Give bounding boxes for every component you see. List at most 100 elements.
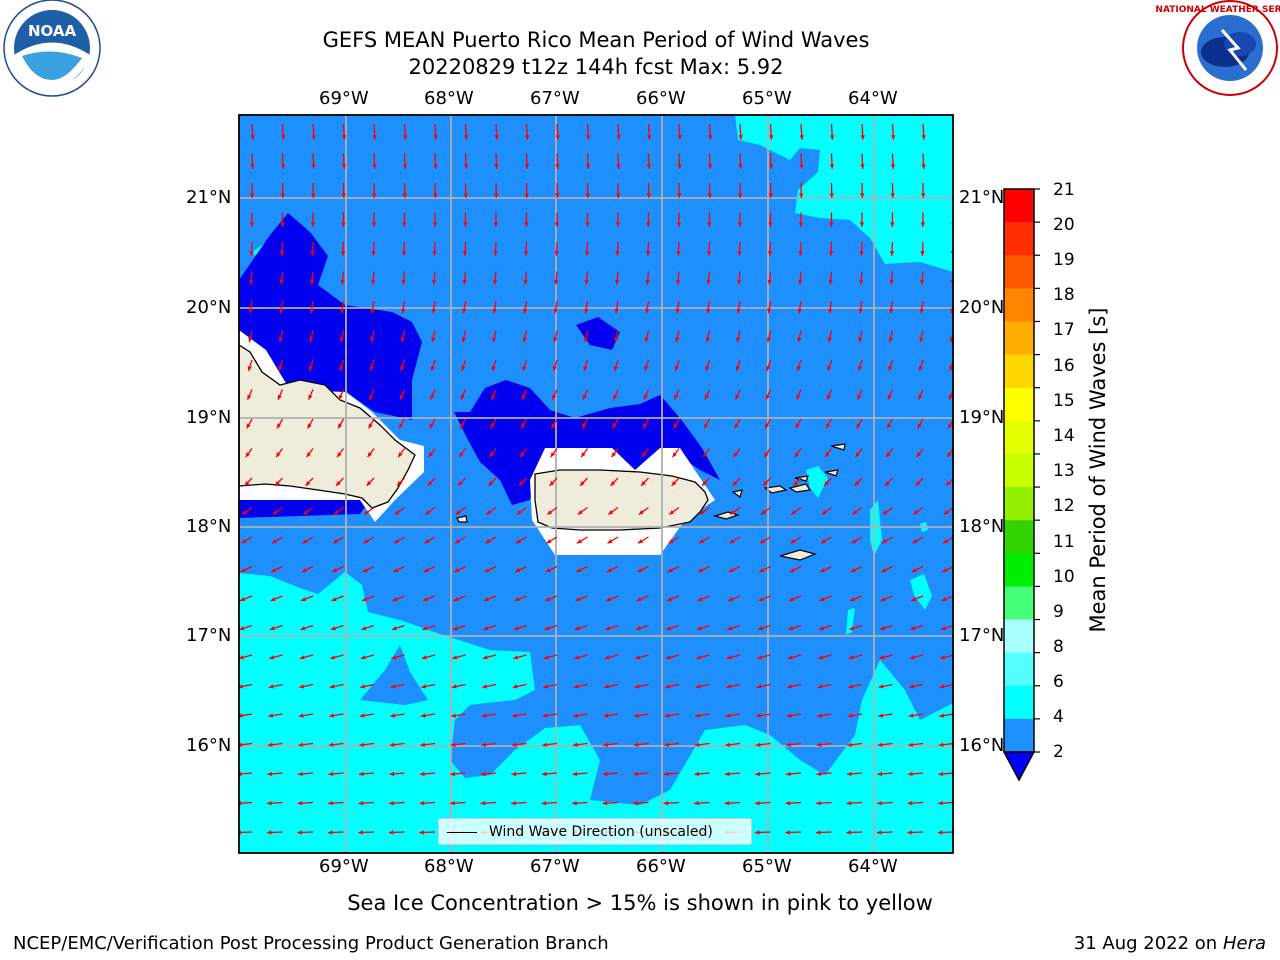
wind-arrowhead [480,771,486,777]
wind-arrowhead [605,626,611,631]
colorbar-segment [1004,553,1034,587]
wind-arrowhead [493,251,498,256]
wind-arrowhead [694,742,700,747]
map-frame [238,114,954,854]
wind-arrowhead [303,510,309,515]
wind-arrowhead [887,394,892,400]
wind-arrowhead [513,626,519,631]
wind-arrowhead [726,684,732,689]
wind-arrowhead [522,366,527,371]
wind-arrowhead [341,193,346,198]
wind-arrowhead [879,655,885,660]
nws-logo: NATIONAL WEATHER SERVICE [1155,0,1280,96]
colorbar-frame [1003,188,1035,753]
wind-arrowhead [673,423,678,429]
colorbar-tick: 17 [1053,320,1075,340]
wind-arrowhead [769,135,774,140]
wind-arrowhead [393,568,399,573]
wind-arrowhead [818,626,824,631]
wind-arrowhead [360,684,366,689]
ocean-lt2s-central [454,380,720,505]
wind-arrowhead [919,308,924,314]
wind-arrowhead [433,193,438,198]
wind-arrowhead [939,713,945,718]
wind-arrowhead [270,597,276,602]
wind-arrowhead [796,394,801,400]
wind-arrowhead [702,481,707,486]
lat-label-right: 16°N [959,735,1005,756]
wind-arrowhead [452,626,458,631]
wind-arrowhead [821,510,827,515]
lon-label-top: 69°W [319,88,369,109]
wind-arrowhead [726,655,732,660]
wind-arrowhead [913,510,919,515]
wind-arrowhead [250,164,255,169]
wind-arrowhead [574,655,580,660]
wind-arrowhead [455,539,460,544]
wind-arrowhead [239,655,244,660]
lat-label-left: 21°N [186,187,232,208]
wind-arrowhead [846,771,852,777]
wind-arrowhead [388,830,394,835]
wind-arrowhead [463,164,469,169]
wind-arrowhead [888,337,893,343]
wind-arrowhead [615,222,621,227]
wind-arrowhead [846,830,851,835]
footer-credit: NCEP/EMC/Verification Post Processing Pr… [13,933,609,954]
wind-arrowhead [297,771,303,777]
colorbar-tick: 18 [1053,285,1075,305]
colorbar-segment [1004,354,1034,389]
ocean-4-6s-north [735,115,953,272]
wind-arrowhead [815,830,821,835]
wind-arrowhead [799,164,804,169]
wind-arrowhead [463,193,468,198]
wind-arrowhead [358,830,363,835]
wind-arrowhead [248,308,253,314]
wind-arrowhead [757,626,763,631]
wind-arrowhead [461,337,466,343]
wind-arrowhead [369,366,374,371]
wind-arrowhead [278,337,283,343]
wind-arrowhead [880,597,886,602]
wind-arrowhead [737,279,742,285]
wind-arrowhead [552,394,557,400]
wind-arrowhead [308,366,313,371]
wind-arrowhead [638,539,643,544]
colorbar-tick: 8 [1053,637,1064,657]
wind-arrowhead [666,626,672,631]
wind-arrowhead [768,222,773,227]
wind-arrowhead [643,423,648,429]
wind-arrowhead [298,713,304,718]
wind-arrowhead [855,452,861,458]
wind-arrowhead [704,423,709,429]
wind-arrowhead [790,539,796,544]
wind-arrowhead [612,423,617,429]
wind-arrowhead [818,655,824,660]
wind-arrowhead [390,684,396,689]
wind-arrowhead [949,366,953,371]
noaa-logo-text: NOAA [28,22,77,40]
wind-arrowhead [669,510,675,515]
colorbar-segment [1004,387,1034,422]
wind-arrowhead [732,481,738,486]
wind-arrowhead [942,568,948,573]
wind-arrowhead [420,713,426,718]
wind-arrowhead [433,135,438,140]
wind-arrowhead [432,251,437,256]
wind-arrowhead [616,193,621,198]
wind-arrowhead [431,308,436,314]
wind-arrowhead [794,452,800,458]
wind-arrowhead [699,539,704,544]
wind-arrowhead [676,222,682,227]
wind-arrowhead [463,222,468,227]
wind-arrowhead [613,366,618,371]
wind-arrowhead [857,394,862,400]
wind-arrowhead [646,193,651,198]
wind-arrowhead [920,222,926,227]
wind-arrowhead [859,222,865,227]
wind-arrowhead [798,279,803,285]
wind-arrowhead [829,193,834,198]
wind-arrowhead [580,481,585,486]
wind-arrowhead [725,713,731,718]
wind-arrowhead [725,742,731,747]
